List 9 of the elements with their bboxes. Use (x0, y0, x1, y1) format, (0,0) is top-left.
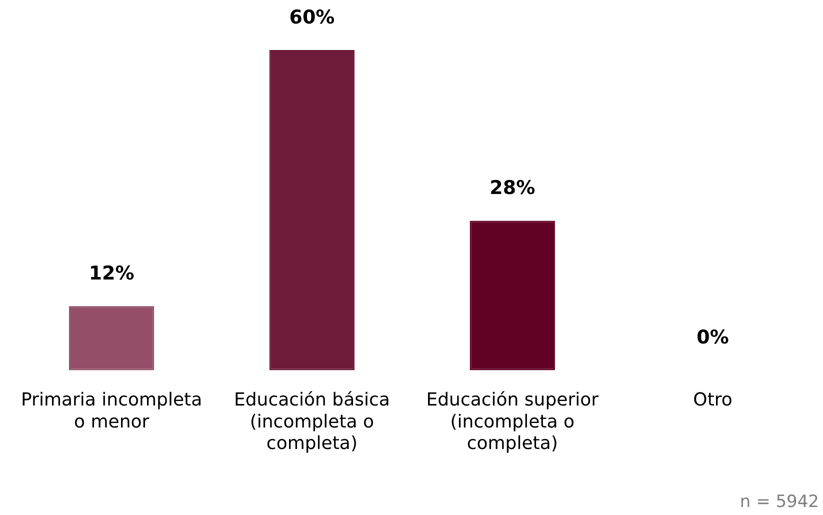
x-tick-label: Educación básica (incompleta o completa) (234, 390, 390, 454)
data-label: 0% (696, 326, 729, 349)
x-tick-label: Primaria incompleta o menor (20, 390, 202, 432)
data-label: 60% (289, 6, 335, 28)
data-label: 12% (88, 262, 134, 285)
x-tick-label: Otro (693, 390, 732, 411)
x-tick-label: Educación superior (incompleta o completa) (426, 390, 600, 454)
data-label: 28% (490, 177, 536, 200)
text: n = 5942 (740, 492, 819, 512)
